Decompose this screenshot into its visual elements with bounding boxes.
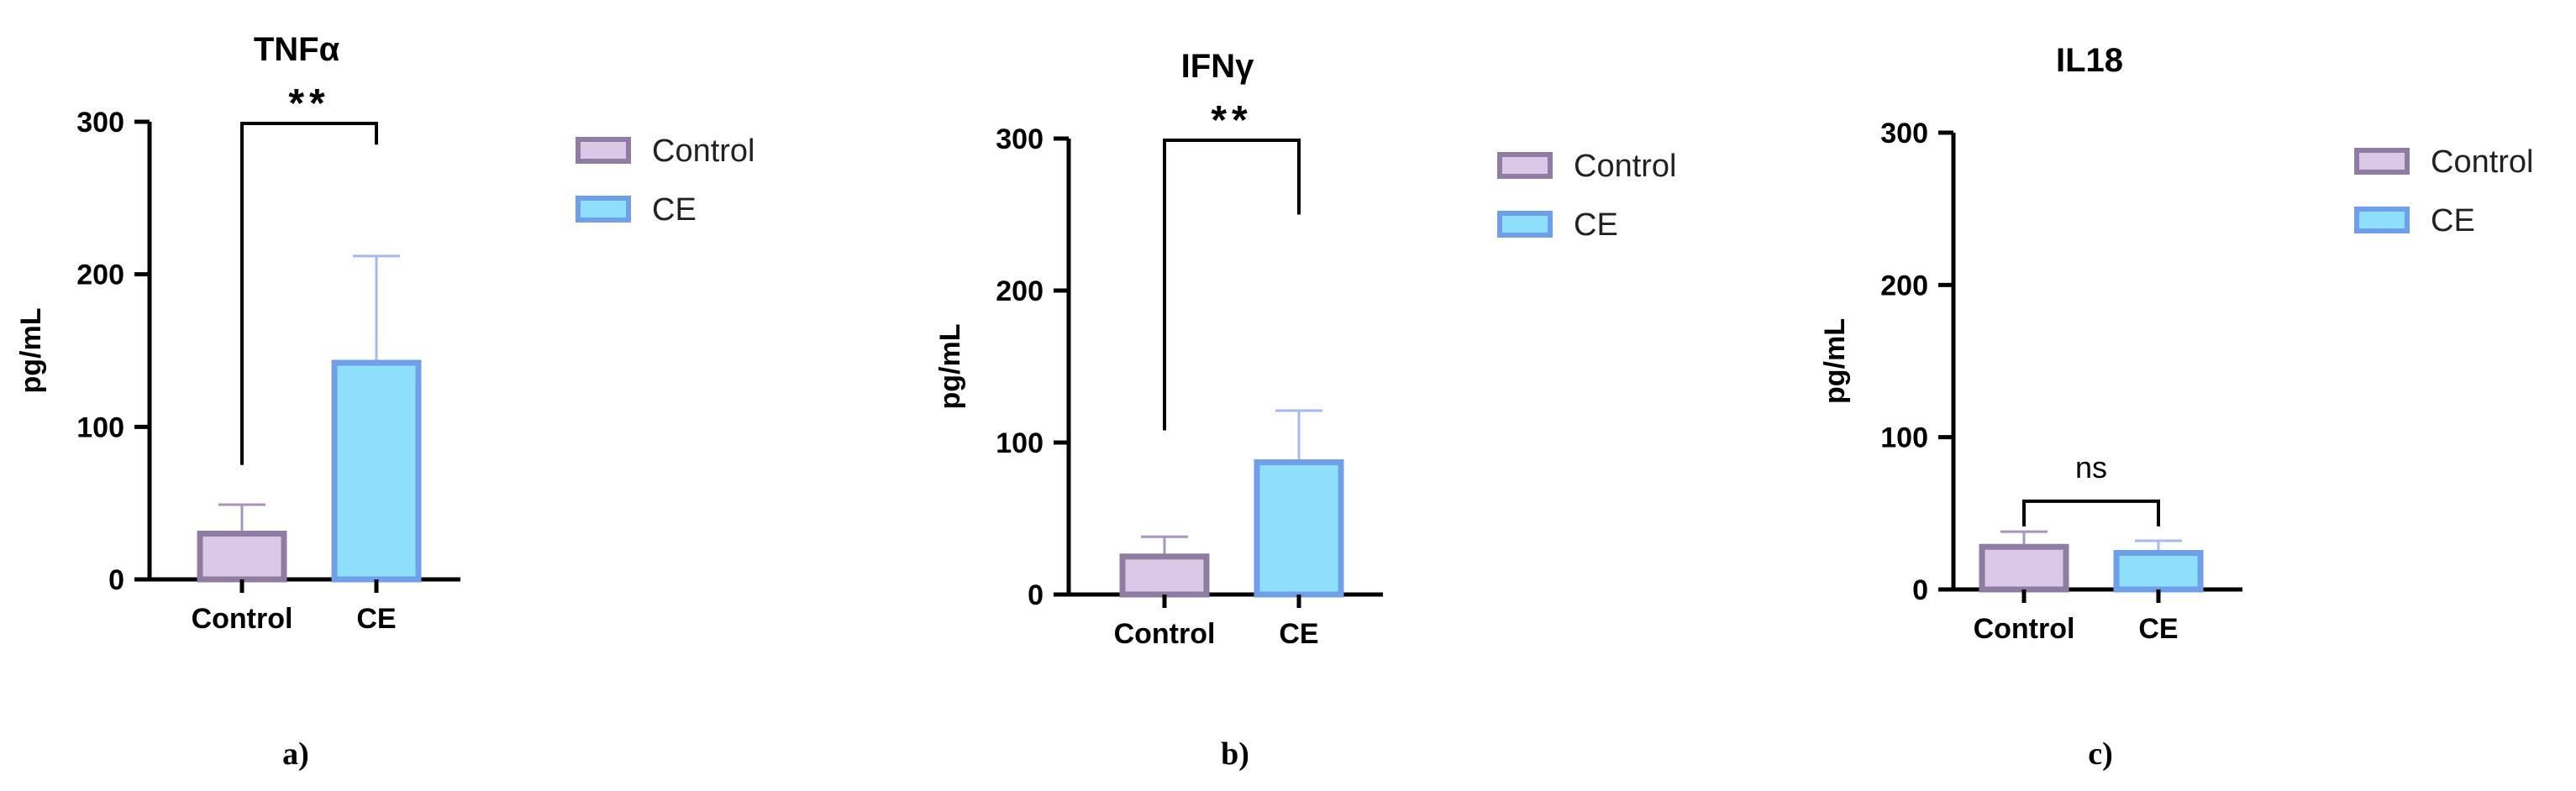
y-axis-label: pg/mL xyxy=(934,324,966,410)
legend-label: Control xyxy=(2431,144,2534,180)
bar-ce xyxy=(1254,459,1344,598)
bar-ce xyxy=(2113,549,2204,593)
legend-label: Control xyxy=(1574,149,1677,184)
chart-panel-1: TNFα 0 100 200 300 pg/mL Control CE ** Control CE a… xyxy=(15,31,755,772)
y-tick-label: 100 xyxy=(76,411,124,443)
significance-label: ** xyxy=(288,81,329,126)
significance-bracket xyxy=(240,122,378,465)
y-axis-label: pg/mL xyxy=(15,308,47,394)
y-tick-label: 200 xyxy=(1880,270,1928,301)
legend-swatch-control xyxy=(576,137,631,164)
panel-label: a) xyxy=(282,736,309,772)
x-tick-label: CE xyxy=(356,603,396,635)
legend-swatch-ce xyxy=(2354,207,2410,233)
chart-panel-2: IFNγ 0 100 200 300 pg/mL Control CE ** Control CE b… xyxy=(934,48,1677,772)
significance-label: ns xyxy=(2075,450,2107,485)
significance-bracket xyxy=(2022,499,2160,526)
y-tick-label: 300 xyxy=(996,123,1044,155)
x-tick-label: CE xyxy=(2138,613,2178,645)
x-tick-label: CE xyxy=(1279,618,1318,650)
y-tick-label: 0 xyxy=(1028,579,1044,611)
chart-title: IFNγ xyxy=(1181,48,1254,85)
legend-swatch-ce xyxy=(1497,211,1553,238)
legend-swatch-ce xyxy=(576,196,631,223)
x-tick-label: Control xyxy=(1114,618,1216,650)
legend-label: CE xyxy=(652,192,697,228)
y-tick-label: 0 xyxy=(108,564,124,596)
y-tick-label: 200 xyxy=(76,259,124,291)
x-tick-label: Control xyxy=(1974,613,2075,645)
y-tick-label: 300 xyxy=(1880,118,1928,149)
legend-label: CE xyxy=(1574,207,1618,243)
bar-ce xyxy=(331,359,422,583)
bar-control xyxy=(1979,543,2069,593)
panel-label: c) xyxy=(2088,736,2113,772)
y-tick-label: 100 xyxy=(1880,422,1928,454)
legend-label: CE xyxy=(2431,203,2475,238)
y-tick-label: 100 xyxy=(996,427,1044,459)
chart-panel-3: IL18 0 100 200 300 pg/mL Control CE ns Control CE c… xyxy=(1819,42,2534,772)
x-tick-label: Control xyxy=(192,603,293,635)
y-tick-label: 0 xyxy=(1912,574,1928,606)
legend-swatch-control xyxy=(1497,152,1553,179)
bar-control xyxy=(1119,553,1210,598)
chart-title: TNFα xyxy=(254,31,340,68)
significance-bracket xyxy=(1163,139,1301,431)
significance-label: ** xyxy=(1211,98,1252,143)
legend-swatch-control xyxy=(2354,148,2410,175)
chart-title: IL18 xyxy=(2056,42,2123,79)
y-tick-label: 300 xyxy=(76,107,124,139)
panel-label: b) xyxy=(1221,736,1249,772)
y-tick-label: 200 xyxy=(996,275,1044,307)
y-axis-label: pg/mL xyxy=(1819,318,1851,404)
legend-label: Control xyxy=(652,134,755,169)
bar-control xyxy=(197,531,287,583)
